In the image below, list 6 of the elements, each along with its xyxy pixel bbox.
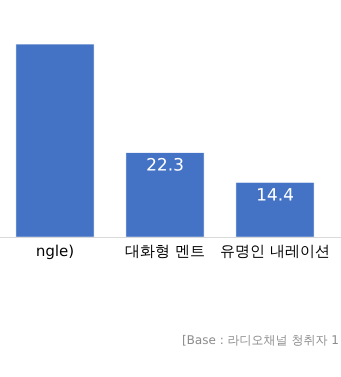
x-tick-label: 대화형 멘트 bbox=[125, 242, 205, 260]
x-tick-label: 유명인 내레이션 bbox=[220, 242, 330, 260]
data-label: 22.3 bbox=[146, 156, 184, 176]
x-tick-label: ngle) bbox=[36, 242, 74, 260]
data-label: 14.4 bbox=[256, 186, 294, 206]
text: [Base : 라디오채널 청취자 1 bbox=[182, 333, 339, 347]
